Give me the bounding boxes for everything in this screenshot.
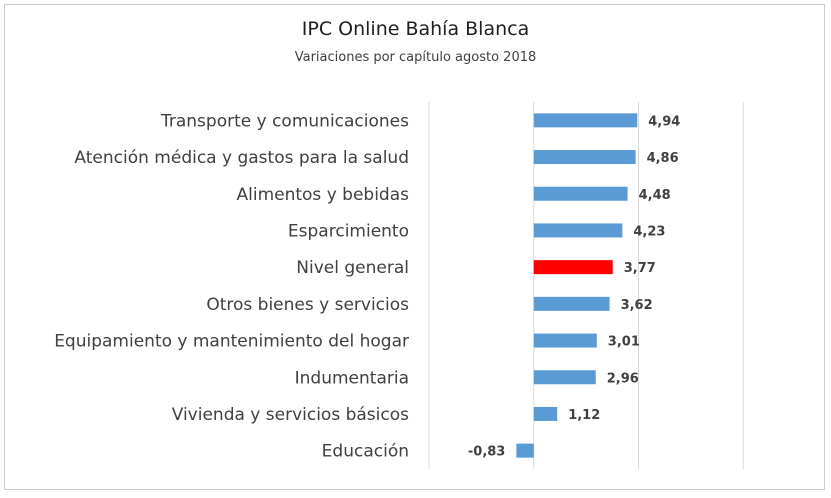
bar: [533, 150, 636, 165]
bar: [516, 443, 534, 458]
data-label: 1,12: [568, 408, 600, 423]
category-label: Equipamiento y mantenimiento del hogar: [54, 332, 409, 352]
category-label: Atención médica y gastos para la salud: [74, 148, 409, 168]
chart-frame: [4, 4, 825, 490]
data-label: 4,94: [648, 114, 680, 129]
category-label: Indumentaria: [295, 368, 409, 388]
chart-subtitle: Variaciones por capítulo agosto 2018: [294, 50, 537, 65]
category-label: Esparcimiento: [288, 221, 409, 241]
data-label: 4,23: [633, 224, 665, 239]
bars: [516, 113, 638, 458]
data-label: 4,48: [639, 188, 671, 203]
data-label: 2,96: [607, 371, 639, 386]
category-labels: Transporte y comunicaciones Atención médi…: [54, 111, 409, 461]
chart-title: IPC Online Bahía Blanca: [301, 18, 530, 40]
bar: [533, 333, 597, 348]
category-label: Otros bienes y servicios: [206, 295, 409, 315]
data-label: -0,83: [468, 445, 505, 460]
bar: [533, 260, 613, 275]
category-label: Vivienda y servicios básicos: [172, 405, 409, 425]
data-labels: 4,94 4,86 4,48 4,23 3,77 3,62 3,01 2,96 1,12 -0,8…: [468, 114, 680, 459]
category-label: Educación: [322, 442, 409, 462]
data-label: 3,01: [608, 335, 640, 350]
bar: [533, 370, 596, 385]
bar: [533, 296, 610, 311]
data-label: 3,62: [621, 298, 653, 313]
data-label: 4,86: [647, 151, 679, 166]
data-label: 3,77: [624, 261, 656, 276]
bar: [533, 186, 628, 201]
category-label: Nivel general: [296, 258, 409, 278]
bar: [533, 223, 623, 238]
bar: [533, 113, 638, 128]
category-label: Alimentos y bebidas: [237, 185, 410, 205]
bar: [533, 406, 558, 421]
category-label: Transporte y comunicaciones: [160, 111, 409, 131]
